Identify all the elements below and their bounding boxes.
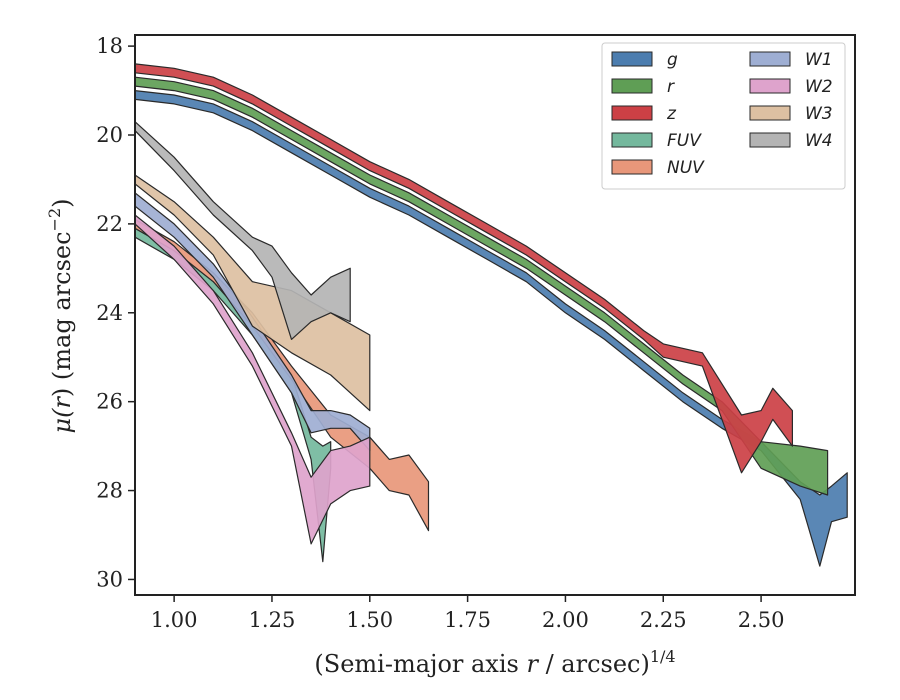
- series-band-w4: [135, 121, 351, 340]
- y-tick-label: 24: [96, 301, 123, 325]
- series-band-w3: [135, 174, 371, 412]
- x-tick-label: 2.50: [738, 608, 785, 632]
- legend-label: W3: [805, 104, 833, 124]
- legend-label: W1: [805, 50, 833, 70]
- legend-label: NUV: [667, 158, 705, 178]
- legend-label: FUV: [667, 131, 702, 151]
- y-tick-label: 28: [96, 479, 123, 503]
- legend-label: r: [667, 77, 675, 97]
- legend-item-fuv: FUV: [611, 131, 702, 151]
- ticks-layer: 1.00 1.25 1.50 1.75 2.00 2.25 2.50 18 20 22 24 26 28…: [96, 34, 784, 632]
- legend-swatch: [611, 105, 653, 121]
- y-axis-label: μ(r) (mag arcsec−2): [45, 198, 76, 433]
- legend-label: W2: [805, 77, 833, 97]
- legend-swatch: [749, 51, 791, 67]
- legend: grz FUV NUV W1 W2 W3 W4: [601, 42, 846, 190]
- legend-item-w1: W1: [749, 50, 833, 70]
- series-band-r: [135, 76, 829, 496]
- y-tick-label: 22: [96, 212, 123, 236]
- legend-item-r: r: [611, 77, 675, 97]
- x-tick-label: 2.00: [542, 608, 589, 632]
- legend-swatch: [749, 105, 791, 121]
- y-tick-label: 18: [96, 34, 123, 58]
- legend-swatch: [611, 159, 653, 175]
- series-band-w2: [135, 214, 371, 545]
- series-layer: [135, 63, 848, 567]
- legend-swatch: [611, 78, 653, 94]
- legend-item-nuv: NUV: [611, 158, 705, 178]
- legend-item-z: z: [611, 104, 677, 124]
- series-band-g: [135, 90, 848, 567]
- series-band-z: [135, 63, 793, 474]
- x-axis-label: (Semi-major axis r / arcsec)1/4: [314, 647, 675, 678]
- plot-frame: [134, 34, 856, 596]
- y-tick-label: 20: [96, 123, 123, 147]
- x-tick-label: 1.25: [249, 608, 296, 632]
- x-tick-label: 1.75: [444, 608, 491, 632]
- legend-item-w3: W3: [749, 104, 833, 124]
- legend-label: W4: [805, 131, 833, 151]
- y-tick-label: 30: [96, 567, 123, 591]
- legend-item-g: g: [611, 50, 678, 70]
- legend-label: z: [666, 104, 677, 124]
- legend-item-w4: W4: [749, 131, 833, 151]
- x-tick-label: 1.50: [346, 608, 393, 632]
- legend-swatch: [749, 78, 791, 94]
- x-tick-label: 2.25: [640, 608, 687, 632]
- x-tick-label: 1.00: [151, 608, 198, 632]
- legend-label: g: [667, 50, 678, 70]
- legend-item-w2: W2: [749, 77, 833, 97]
- legend-swatch: [611, 132, 653, 148]
- legend-swatch: [611, 51, 653, 67]
- y-tick-label: 26: [96, 390, 123, 414]
- legend-swatch: [749, 132, 791, 148]
